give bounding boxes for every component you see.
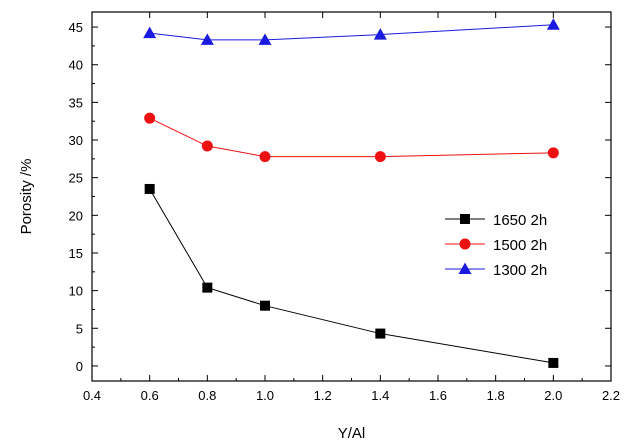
data-point	[547, 147, 559, 159]
x-tick-label: 2.0	[544, 388, 562, 403]
data-point	[258, 33, 272, 45]
legend: 1650 2h 1500 2h 1300 2h	[445, 212, 547, 279]
y-tick-label: 5	[76, 321, 83, 336]
legend-label: 1650 2h	[493, 212, 547, 229]
legend-item: 1300 2h	[445, 262, 547, 279]
x-tick-label: 1.8	[487, 388, 505, 403]
data-point	[143, 26, 157, 39]
y-tick-label: 45	[69, 20, 83, 35]
plot-frame	[91, 11, 612, 382]
y-tick-label: 20	[69, 208, 83, 223]
x-tick-label: 1.4	[371, 388, 389, 403]
data-point	[200, 33, 214, 45]
series-1650-2h	[144, 183, 559, 368]
y-tick-label: 0	[76, 359, 83, 374]
legend-marker	[458, 262, 472, 274]
data-point	[375, 328, 386, 339]
series-line	[149, 117, 554, 158]
data-point	[546, 18, 560, 30]
x-tick-label: 2.2	[602, 388, 620, 403]
x-tick-label: 0.8	[198, 388, 216, 403]
y-tick-label: 10	[69, 284, 83, 299]
x-tick-label: 0.6	[141, 388, 159, 403]
legend-marker	[459, 238, 471, 250]
x-tick-label: 0.4	[83, 388, 101, 403]
y-tick-label: 35	[69, 95, 83, 110]
y-tick-label: 15	[69, 246, 83, 261]
y-tick-label: 30	[69, 133, 83, 148]
legend-label: 1500 2h	[493, 237, 547, 254]
data-point	[201, 140, 213, 152]
legend-item: 1650 2h	[445, 212, 547, 229]
y-axis: 0 5 10 15 20 25 30 35 40 45	[69, 20, 611, 374]
legend-label: 1300 2h	[493, 262, 547, 279]
x-tick-label: 1.2	[314, 388, 332, 403]
x-axis: 0.4 0.6 0.8 1.0 1.2 1.4 1.6 1.8 2.0 2.2	[83, 12, 620, 403]
legend-item: 1500 2h	[445, 237, 547, 254]
data-point	[144, 183, 155, 194]
series-line	[149, 24, 554, 41]
series-layer	[143, 18, 560, 368]
x-axis-title: Y/Al	[338, 425, 366, 442]
legend-marker	[460, 214, 470, 224]
x-tick-label: 1.0	[256, 388, 274, 403]
data-point	[202, 282, 213, 293]
y-tick-label: 40	[69, 58, 83, 73]
y-axis-title: Porosity /%	[18, 159, 35, 235]
series-1300-2h	[143, 18, 560, 45]
plot-area	[91, 11, 612, 382]
data-point	[548, 357, 559, 368]
data-point	[373, 28, 387, 40]
y-tick-label: 25	[69, 171, 83, 186]
series-1500-2h	[144, 112, 559, 163]
data-point	[144, 112, 156, 124]
data-point	[259, 151, 271, 163]
x-tick-label: 1.6	[429, 388, 447, 403]
data-point	[374, 151, 386, 163]
data-point	[260, 300, 270, 311]
